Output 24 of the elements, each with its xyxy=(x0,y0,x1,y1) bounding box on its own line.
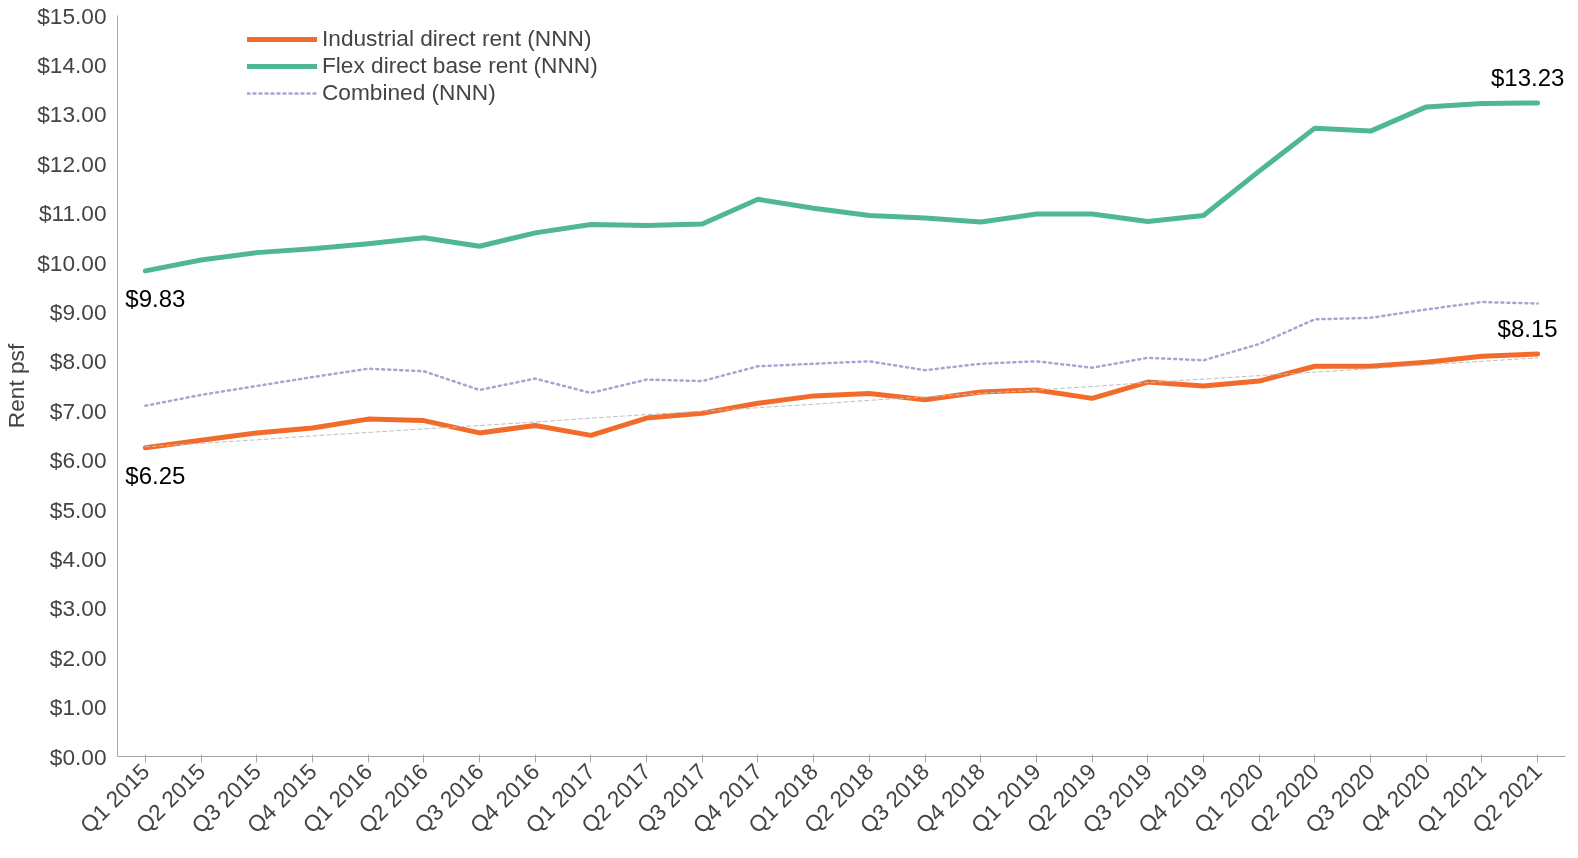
y-tick-label: $12.00 xyxy=(37,150,107,177)
data-label: $13.23 xyxy=(1490,63,1565,91)
y-tick-label: $1.00 xyxy=(49,694,107,721)
legend-label: Combined (NNN) xyxy=(322,79,496,106)
y-tick-label: $5.00 xyxy=(49,496,107,523)
data-label: $9.83 xyxy=(125,284,186,312)
y-tick-label: $15.00 xyxy=(37,2,107,29)
data-label: $6.25 xyxy=(125,461,186,489)
y-tick-label: $3.00 xyxy=(49,595,107,622)
legend-label: Flex direct base rent (NNN) xyxy=(322,52,598,79)
y-axis-title: Rent psf xyxy=(3,343,30,429)
legend-label: Industrial direct rent (NNN) xyxy=(322,25,592,52)
y-tick-label: $7.00 xyxy=(49,397,107,424)
y-tick-label: $8.00 xyxy=(49,348,107,375)
y-tick-label: $4.00 xyxy=(49,545,107,572)
y-tick-label: $9.00 xyxy=(49,298,107,325)
y-tick-label: $10.00 xyxy=(37,249,107,276)
data-label: $8.15 xyxy=(1497,314,1558,342)
y-tick-label: $13.00 xyxy=(37,101,107,128)
y-tick-label: $11.00 xyxy=(38,200,107,227)
y-tick-label: $2.00 xyxy=(49,644,107,671)
y-tick-label: $6.00 xyxy=(49,447,107,474)
y-tick-label: $14.00 xyxy=(37,51,107,78)
y-tick-label: $0.00 xyxy=(49,743,107,770)
